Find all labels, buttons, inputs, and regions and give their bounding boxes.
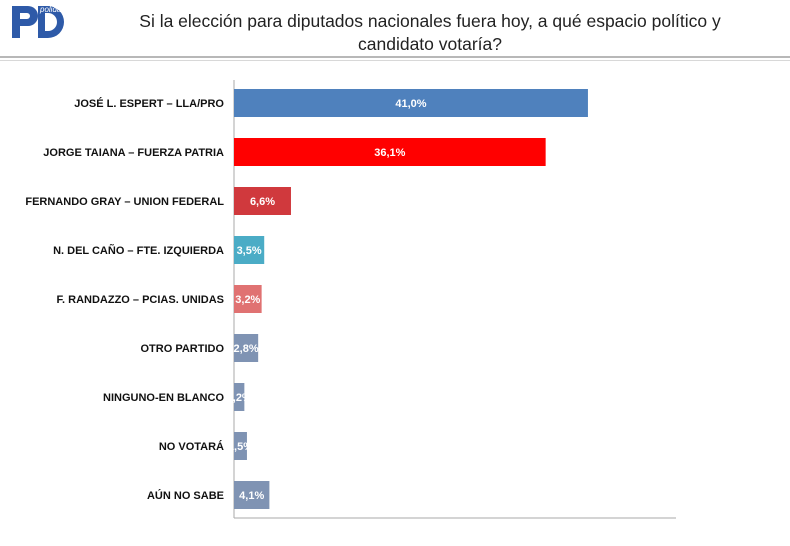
bar xyxy=(234,481,270,509)
value-label: 1,2% xyxy=(227,392,252,404)
bar xyxy=(234,285,262,313)
category-label: OTRO PARTIDO xyxy=(140,343,224,355)
value-label: 3,2% xyxy=(235,294,260,306)
category-label: F. RANDAZZO – PCIAS. UNIDAS xyxy=(57,294,224,306)
category-label: NINGUNO-EN BLANCO xyxy=(103,392,224,404)
chart-title: Si la elección para diputados nacionales… xyxy=(139,11,721,54)
value-label: 2,8% xyxy=(234,343,259,355)
header-rule xyxy=(0,60,790,61)
bar xyxy=(234,187,291,215)
logo: polidato xyxy=(12,5,69,38)
value-label: 4,1% xyxy=(239,490,264,502)
category-label: N. DEL CAÑO – FTE. IZQUIERDA xyxy=(53,244,224,257)
bar xyxy=(234,383,245,411)
bar xyxy=(234,236,265,264)
logo-text: polidato xyxy=(39,5,69,14)
value-label: 1,5% xyxy=(228,441,253,453)
bar xyxy=(234,334,259,362)
value-label: 41,0% xyxy=(395,98,426,110)
bar xyxy=(234,432,247,460)
category-label: FERNANDO GRAY – UNION FEDERAL xyxy=(25,196,224,208)
value-label: 6,6% xyxy=(250,196,275,208)
value-label: 36,1% xyxy=(374,147,405,159)
bar xyxy=(234,89,588,117)
category-label: AÚN NO SABE xyxy=(147,489,224,502)
category-label: JOSÉ L. ESPERT – LLA/PRO xyxy=(74,97,224,110)
category-label: NO VOTARÁ xyxy=(159,440,224,453)
bar xyxy=(234,138,546,166)
logo-d xyxy=(38,6,64,38)
value-label: 3,5% xyxy=(237,245,262,257)
header-rule xyxy=(0,56,790,58)
category-label: JORGE TAIANA – FUERZA PATRIA xyxy=(43,147,224,159)
logo-p xyxy=(12,6,38,38)
